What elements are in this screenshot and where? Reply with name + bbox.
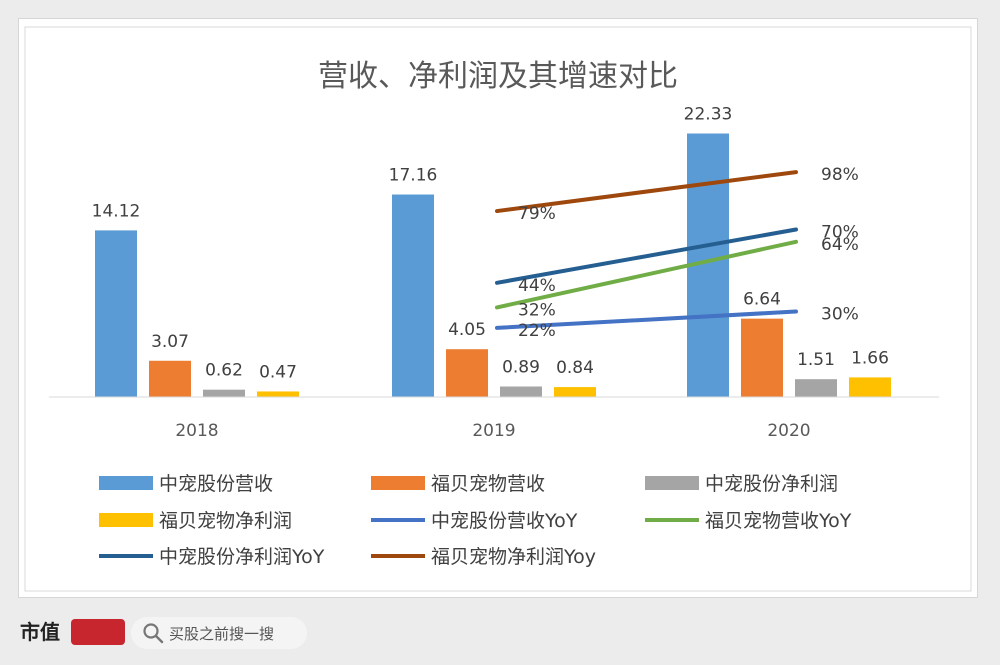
- search-text: 买股之前搜一搜: [169, 624, 275, 643]
- yoy-line: [495, 239, 798, 310]
- legend-label: 福贝宠物净利润: [159, 510, 292, 532]
- chart-title: 营收、净利润及其增速对比: [318, 59, 678, 94]
- bar: [392, 194, 434, 397]
- yoy-data-label: 98%: [821, 165, 859, 185]
- search-box[interactable]: 买股之前搜一搜: [131, 617, 307, 649]
- bar: [741, 318, 783, 397]
- legend-swatch: [371, 476, 425, 490]
- brand-name: 市值: [20, 620, 60, 644]
- yoy-data-label: 44%: [518, 276, 556, 296]
- bar-data-label: 1.66: [851, 348, 889, 368]
- bar: [795, 379, 837, 397]
- x-tick-label: 2020: [767, 421, 810, 441]
- search-icon: [143, 623, 164, 644]
- legend-label: 福贝宠物净利润Yoy: [431, 546, 596, 568]
- chart-card: 营收、净利润及其增速对比 14.12 17.16 22.33 3.07 4.05 6.64 0…: [18, 18, 978, 598]
- yoy-data-label: 70%: [821, 223, 859, 243]
- legend-swatch: [645, 476, 699, 490]
- yoy-data-label: 79%: [518, 204, 556, 224]
- brand-seal-logo: [71, 619, 125, 645]
- bar-data-label: 17.16: [389, 166, 438, 186]
- yoy-line: [495, 309, 798, 330]
- bar: [95, 230, 137, 397]
- yoy-line: [495, 170, 798, 214]
- yoy-data-label: 32%: [518, 300, 556, 320]
- bar-data-label: 14.12: [92, 201, 141, 221]
- yoy-line: [495, 227, 798, 285]
- yoy-data-label: 30%: [821, 305, 859, 325]
- plot-frame: [24, 26, 972, 592]
- bar-data-label: 4.05: [448, 320, 486, 340]
- bar-data-label: 0.89: [502, 357, 540, 377]
- legend-swatch: [99, 476, 153, 490]
- legend-label: 中宠股份营收: [159, 473, 273, 495]
- bar-data-label: 0.62: [205, 361, 243, 381]
- bar: [257, 391, 299, 397]
- bar: [149, 360, 191, 397]
- x-tick-label: 2019: [472, 421, 515, 441]
- bar: [849, 377, 891, 397]
- bar-data-label: 0.47: [259, 362, 297, 382]
- legend-label: 中宠股份净利润: [705, 473, 838, 495]
- combo-chart: 营收、净利润及其增速对比 14.12 17.16 22.33 3.07 4.05 6.64 0…: [24, 26, 972, 592]
- x-tick-label: 2018: [175, 421, 218, 441]
- yoy-data-label: 64%: [821, 235, 859, 255]
- bar-data-label: 1.51: [797, 350, 835, 370]
- bar: [203, 389, 245, 397]
- yoy-data-label: 22%: [518, 321, 556, 341]
- legend-swatch: [99, 513, 153, 527]
- legend-label: 福贝宠物营收: [431, 473, 545, 495]
- legend-label: 中宠股份营收YoY: [431, 510, 578, 532]
- legend-label: 中宠股份净利润YoY: [159, 546, 325, 568]
- bar: [446, 349, 488, 397]
- bar-data-label: 3.07: [151, 332, 189, 352]
- bar-data-label: 22.33: [684, 105, 733, 125]
- legend-label: 福贝宠物营收YoY: [705, 510, 852, 532]
- bar-data-label: 0.84: [556, 358, 594, 378]
- bar: [554, 387, 596, 397]
- bar: [500, 386, 542, 397]
- bar-data-label: 6.64: [743, 290, 781, 310]
